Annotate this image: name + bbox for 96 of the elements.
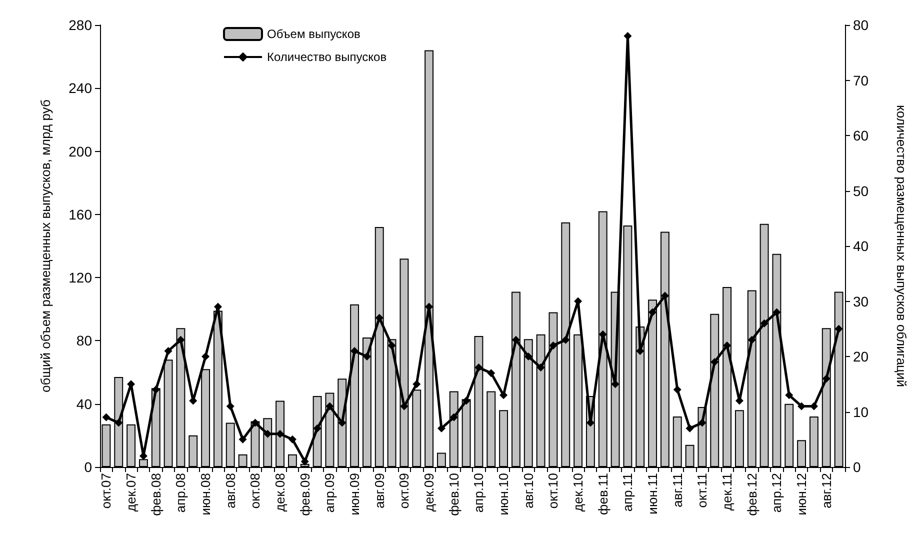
x-tick-label: окт.11 <box>694 473 710 508</box>
y2-axis-title: количество размещенных выпусков облигаций <box>894 104 909 388</box>
point <box>102 413 110 422</box>
y2-tick-label: 30 <box>853 293 869 310</box>
x-tick-label: авг.12 <box>818 473 834 508</box>
point <box>673 386 682 394</box>
y2-tick-label: 10 <box>853 404 869 420</box>
x-tick-label: апр.11 <box>620 473 636 512</box>
y-tick-label: 0 <box>84 459 92 475</box>
point <box>226 402 234 410</box>
x-tick-label: окт.10 <box>546 473 561 509</box>
x-tick-label: окт.07 <box>98 473 114 509</box>
point <box>288 435 296 444</box>
point <box>524 352 532 360</box>
point <box>313 424 322 432</box>
x-tick-label: дек.08 <box>272 473 288 512</box>
x-tick-label: окт.09 <box>396 473 412 509</box>
point <box>462 396 470 405</box>
x-tick-label: июн.12 <box>794 473 810 516</box>
point <box>710 358 719 366</box>
legend-label: Количество выпусков <box>267 50 387 64</box>
x-tick-label: фев.10 <box>446 473 462 516</box>
point <box>202 352 210 360</box>
y-tick-label: 200 <box>68 143 92 160</box>
x-tick-label: июн.09 <box>347 473 362 516</box>
point <box>785 391 794 400</box>
y-tick-label: 280 <box>68 17 92 33</box>
x-tick-label: июн.08 <box>198 473 214 516</box>
x-tick-label: апр.10 <box>471 473 486 513</box>
y-tick-label: 120 <box>68 270 92 286</box>
point <box>772 308 781 316</box>
point <box>834 324 843 333</box>
x-tick-label: авг.09 <box>372 473 387 508</box>
x-tick-label: дек.11 <box>720 473 735 511</box>
y-tick-label: 160 <box>68 206 92 222</box>
point <box>723 341 732 350</box>
point <box>114 418 123 427</box>
y-axis-title: общий объем размещенных выпусков, млрд руб <box>38 100 53 392</box>
point <box>362 352 371 360</box>
point <box>388 341 396 350</box>
point <box>536 364 545 372</box>
x-tick-label: окт.08 <box>248 473 263 509</box>
point <box>660 292 669 300</box>
x-tick-label: фев.11 <box>595 473 610 515</box>
x-tick-label: апр.08 <box>173 473 188 513</box>
y2-tick-label: 80 <box>853 17 869 33</box>
x-tick-label: авг.10 <box>520 473 536 508</box>
point <box>549 341 558 350</box>
point <box>152 386 160 394</box>
point <box>822 374 830 383</box>
point <box>326 402 334 410</box>
point <box>375 314 384 322</box>
point <box>648 308 657 316</box>
point <box>686 424 694 432</box>
y2-tick-label: 0 <box>853 459 861 475</box>
x-tick-label: авг.08 <box>222 473 238 508</box>
point <box>264 430 272 438</box>
point <box>276 430 284 438</box>
point <box>164 346 172 355</box>
x-tick-label: фев.12 <box>744 473 760 516</box>
point <box>562 336 570 344</box>
point <box>251 418 260 427</box>
point <box>474 364 483 372</box>
point <box>698 418 706 427</box>
y-tick-label: 240 <box>68 80 92 96</box>
y-tick-label: 80 <box>76 332 92 349</box>
point <box>760 319 768 328</box>
x-tick-label: дек.07 <box>124 473 139 512</box>
y-tick-label: 40 <box>76 396 92 412</box>
x-tick-label: апр.12 <box>769 473 784 513</box>
y2-tick-label: 20 <box>853 348 869 364</box>
point <box>512 336 520 344</box>
point <box>350 346 359 355</box>
point <box>176 336 185 344</box>
x-tick-label: авг.11 <box>670 473 685 508</box>
x-tick-label: июн.10 <box>496 473 512 516</box>
point <box>611 380 620 388</box>
point <box>238 435 247 444</box>
point <box>487 369 496 378</box>
x-tick-label: апр.09 <box>322 473 338 513</box>
x-tick-label: фев.09 <box>297 473 312 516</box>
y2-tick-label: 70 <box>853 72 869 88</box>
point <box>437 424 446 432</box>
x-tick-label: фев.08 <box>148 473 164 516</box>
x-tick-label: дек.09 <box>422 473 437 512</box>
x-tick-label: дек.10 <box>570 473 586 512</box>
point <box>412 380 421 388</box>
y2-tick-label: 40 <box>853 238 869 254</box>
point <box>748 336 756 344</box>
legend-label: Объем выпусков <box>267 27 360 41</box>
point <box>500 391 508 400</box>
y2-tick-label: 50 <box>853 182 869 199</box>
x-tick-label: июн.11 <box>645 473 660 514</box>
point <box>450 413 458 422</box>
y2-tick-label: 60 <box>853 128 869 144</box>
point <box>300 457 309 466</box>
